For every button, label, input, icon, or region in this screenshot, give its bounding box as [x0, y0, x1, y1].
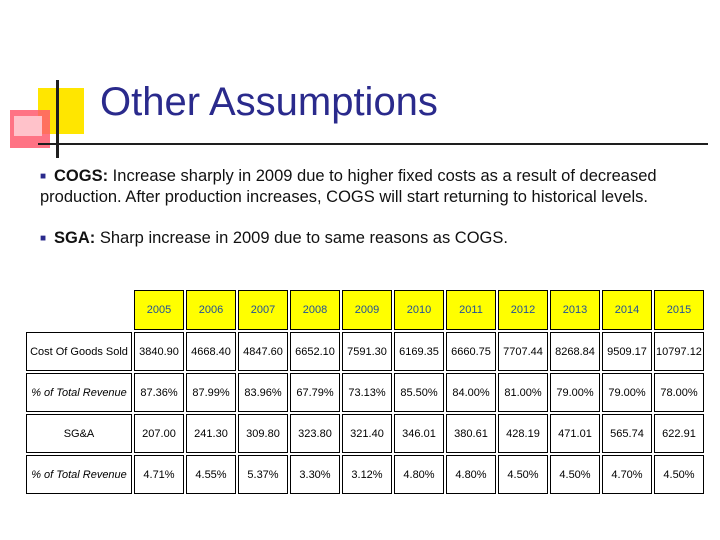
- value-cell: 4.55%: [186, 455, 236, 494]
- bullet-term: COGS:: [54, 167, 109, 185]
- value-cell: 84.00%: [446, 373, 496, 412]
- assumptions-table: 2005 2006 2007 2008 2009 2010 2011 2012 2013 2014…: [24, 288, 706, 496]
- value-cell: 4847.60: [238, 332, 288, 371]
- title-underline: [38, 143, 708, 145]
- value-cell: 4.50%: [654, 455, 704, 494]
- value-cell: 78.00%: [654, 373, 704, 412]
- year-header-row: 2005 2006 2007 2008 2009 2010 2011 2012 2013 2014…: [26, 290, 704, 330]
- bullet-sga: ■ SGA: Sharp increase in 2009 due to same…: [40, 228, 680, 249]
- value-cell: 8268.84: [550, 332, 600, 371]
- square-bullet-icon: ■: [40, 171, 47, 182]
- value-cell: 6652.10: [290, 332, 340, 371]
- value-cell: 73.13%: [342, 373, 392, 412]
- value-cell: 565.74: [602, 414, 652, 453]
- value-cell: 346.01: [394, 414, 444, 453]
- table-row: % of Total Revenue 87.36% 87.99% 83.96% 67.7…: [26, 373, 704, 412]
- bullet-text: Sharp increase in 2009 due to same reaso…: [95, 229, 508, 247]
- value-cell: 207.00: [134, 414, 184, 453]
- row-label: % of Total Revenue: [26, 455, 132, 494]
- decor-vertical-line: [56, 80, 59, 158]
- value-cell: 81.00%: [498, 373, 548, 412]
- value-cell: 4.71%: [134, 455, 184, 494]
- value-cell: 7707.44: [498, 332, 548, 371]
- value-cell: 428.19: [498, 414, 548, 453]
- value-cell: 83.96%: [238, 373, 288, 412]
- value-cell: 85.50%: [394, 373, 444, 412]
- value-cell: 4.50%: [550, 455, 600, 494]
- page-title: Other Assumptions: [100, 80, 438, 124]
- value-cell: 4.50%: [498, 455, 548, 494]
- bullet-list: ■ COGS: Increase sharply in 2009 due to h…: [40, 166, 680, 269]
- bullet-term: SGA:: [54, 229, 96, 247]
- value-cell: 79.00%: [550, 373, 600, 412]
- value-cell: 323.80: [290, 414, 340, 453]
- decor-pink-square: [14, 116, 42, 136]
- year-header-cell: 2006: [186, 290, 236, 330]
- year-header-cell: 2014: [602, 290, 652, 330]
- value-cell: 6660.75: [446, 332, 496, 371]
- value-cell: 5.37%: [238, 455, 288, 494]
- value-cell: 9509.17: [602, 332, 652, 371]
- table-row: % of Total Revenue 4.71% 4.55% 5.37% 3.30% 3.…: [26, 455, 704, 494]
- row-label: Cost Of Goods Sold: [26, 332, 132, 371]
- value-cell: 10797.12: [654, 332, 704, 371]
- year-header-cell: 2009: [342, 290, 392, 330]
- year-header-cell: 2013: [550, 290, 600, 330]
- value-cell: 3.30%: [290, 455, 340, 494]
- year-header-cell: 2005: [134, 290, 184, 330]
- value-cell: 7591.30: [342, 332, 392, 371]
- value-cell: 321.40: [342, 414, 392, 453]
- row-label: SG&A: [26, 414, 132, 453]
- value-cell: 87.36%: [134, 373, 184, 412]
- row-label: % of Total Revenue: [26, 373, 132, 412]
- value-cell: 4.80%: [446, 455, 496, 494]
- header-blank-cell: [26, 290, 132, 330]
- square-bullet-icon: ■: [40, 233, 47, 244]
- year-header-cell: 2012: [498, 290, 548, 330]
- value-cell: 241.30: [186, 414, 236, 453]
- bullet-cogs: ■ COGS: Increase sharply in 2009 due to h…: [40, 166, 680, 208]
- value-cell: 3840.90: [134, 332, 184, 371]
- value-cell: 87.99%: [186, 373, 236, 412]
- value-cell: 3.12%: [342, 455, 392, 494]
- value-cell: 6169.35: [394, 332, 444, 371]
- table-body: Cost Of Goods Sold 3840.90 4668.40 4847.60 6…: [26, 332, 704, 494]
- value-cell: 622.91: [654, 414, 704, 453]
- value-cell: 4668.40: [186, 332, 236, 371]
- value-cell: 380.61: [446, 414, 496, 453]
- year-header-cell: 2008: [290, 290, 340, 330]
- value-cell: 471.01: [550, 414, 600, 453]
- table-row: Cost Of Goods Sold 3840.90 4668.40 4847.60 6…: [26, 332, 704, 371]
- year-header-cell: 2007: [238, 290, 288, 330]
- value-cell: 67.79%: [290, 373, 340, 412]
- year-header-cell: 2015: [654, 290, 704, 330]
- bullet-text: Increase sharply in 2009 due to higher f…: [40, 167, 657, 206]
- value-cell: 4.80%: [394, 455, 444, 494]
- value-cell: 309.80: [238, 414, 288, 453]
- table-row: SG&A 207.00 241.30 309.80 323.80 321.40 346.01…: [26, 414, 704, 453]
- year-header-cell: 2011: [446, 290, 496, 330]
- value-cell: 4.70%: [602, 455, 652, 494]
- value-cell: 79.00%: [602, 373, 652, 412]
- year-header-cell: 2010: [394, 290, 444, 330]
